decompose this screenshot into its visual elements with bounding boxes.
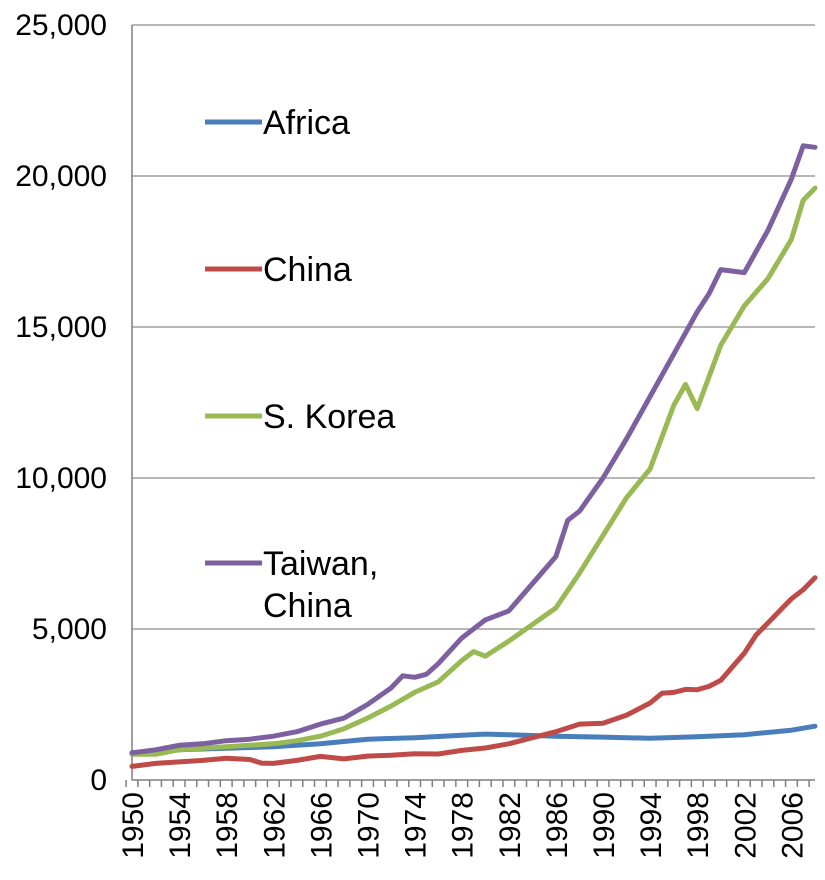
x-tick-label: 1954 bbox=[164, 792, 197, 859]
x-axis-tick-labels: 1950 1954 1958 1962 1966 1970 1974 1978 1982 1986… bbox=[117, 792, 809, 859]
x-tick-label: 1982 bbox=[494, 792, 527, 859]
y-axis-tick-labels: 0 5,000 10,000 15,000 20,000 25,000 bbox=[15, 9, 107, 797]
y-tick-label: 0 bbox=[90, 764, 107, 797]
y-tick-label: 20,000 bbox=[15, 160, 107, 193]
legend-label-africa: Africa bbox=[263, 104, 350, 142]
x-tick-label: 1974 bbox=[400, 792, 433, 859]
y-tick-label: 15,000 bbox=[15, 311, 107, 344]
series-line-s-korea bbox=[129, 185, 818, 757]
series-line-china bbox=[129, 575, 818, 769]
legend-label-s-korea: S. Korea bbox=[263, 398, 395, 436]
x-tick-label: 1962 bbox=[258, 792, 291, 859]
legend-label-china: China bbox=[263, 251, 352, 289]
y-tick-label: 5,000 bbox=[32, 613, 107, 646]
x-tick-label: 2006 bbox=[776, 792, 809, 859]
legend: Africa China S. Korea Taiwan, China bbox=[205, 104, 395, 625]
x-tick-label: 1998 bbox=[682, 792, 715, 859]
axes bbox=[125, 25, 815, 787]
x-tick-label: 2002 bbox=[729, 792, 762, 859]
x-tick-label: 1950 bbox=[117, 792, 150, 859]
gridlines bbox=[132, 24, 815, 630]
x-tick-label: 1958 bbox=[211, 792, 244, 859]
x-tick-label: 1994 bbox=[635, 792, 668, 859]
x-tick-label: 1966 bbox=[305, 792, 338, 859]
x-tick-label: 1978 bbox=[447, 792, 480, 859]
series-line-taiwan-china bbox=[129, 143, 818, 756]
y-tick-label: 25,000 bbox=[15, 9, 107, 42]
x-tick-label: 1970 bbox=[353, 792, 386, 859]
series-lines bbox=[129, 143, 818, 769]
legend-label-taiwan-china: Taiwan, China bbox=[263, 545, 378, 625]
y-tick-label: 10,000 bbox=[15, 462, 107, 495]
x-tick-label: 1986 bbox=[541, 792, 574, 859]
x-tick-label: 1990 bbox=[588, 792, 621, 859]
